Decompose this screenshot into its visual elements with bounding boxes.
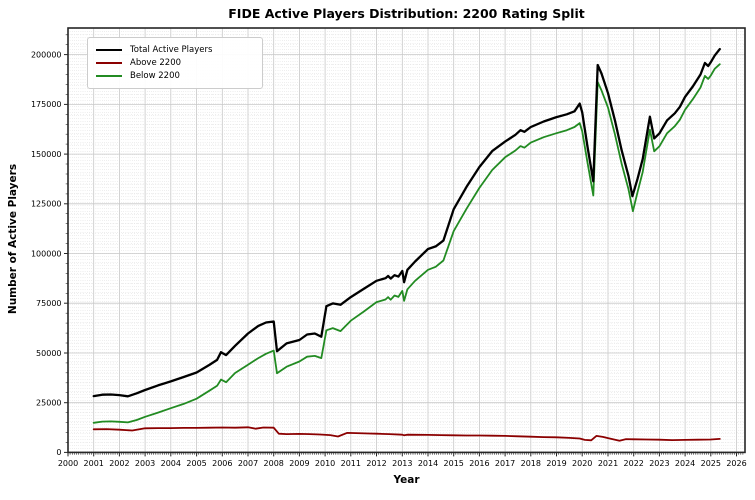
x-tick-label: 2003 bbox=[135, 459, 155, 468]
x-tick-label: 2016 bbox=[469, 459, 489, 468]
legend-item-total-active-players: Total Active Players bbox=[96, 43, 254, 56]
legend-label-total: Total Active Players bbox=[130, 44, 213, 55]
x-tick-label: 2008 bbox=[264, 459, 284, 468]
legend-item-above-2200: Above 2200 bbox=[96, 56, 254, 69]
x-axis-label: Year bbox=[393, 474, 420, 486]
x-tick-label: 2023 bbox=[649, 459, 669, 468]
legend-label-above-2200: Above 2200 bbox=[130, 57, 182, 68]
chart-title: FIDE Active Players Distribution: 2200 R… bbox=[228, 6, 585, 21]
x-tick-label: 2017 bbox=[495, 459, 515, 468]
x-tick-label: 2024 bbox=[675, 459, 695, 468]
x-tick-label: 2013 bbox=[392, 459, 412, 468]
series-line-total-active-players bbox=[92, 47, 721, 398]
x-tick-label: 2011 bbox=[341, 459, 361, 468]
x-tick-label: 2021 bbox=[598, 459, 618, 468]
y-tick-label: 0 bbox=[56, 448, 61, 457]
x-tick-label: 2002 bbox=[109, 459, 129, 468]
x-tick-label: 2009 bbox=[289, 459, 309, 468]
x-tick-label: 2012 bbox=[366, 459, 386, 468]
plot-border bbox=[67, 27, 746, 454]
x-tick-label: 2018 bbox=[521, 459, 541, 468]
x-tick-label: 2001 bbox=[84, 459, 104, 468]
y-tick-label: 75000 bbox=[36, 299, 61, 308]
x-tick-label: 2000 bbox=[58, 459, 78, 468]
y-tick-label: 200000 bbox=[31, 50, 62, 59]
y-tick-label: 50000 bbox=[36, 349, 61, 358]
x-tick-label: 2007 bbox=[238, 459, 258, 468]
legend-swatch-total bbox=[96, 48, 122, 51]
legend-swatch-below-2200 bbox=[96, 75, 122, 78]
x-tick-label: 2015 bbox=[444, 459, 464, 468]
legend: Total Active Players Above 2200 Below 22… bbox=[87, 37, 263, 89]
legend-label-below-2200: Below 2200 bbox=[130, 71, 180, 82]
x-tick-label: 2020 bbox=[572, 459, 592, 468]
x-tick-label: 2014 bbox=[418, 459, 438, 468]
y-tick-label: 150000 bbox=[31, 150, 62, 159]
y-tick-label: 25000 bbox=[36, 399, 61, 408]
series-line-below-2200 bbox=[92, 63, 721, 424]
x-tick-label: 2025 bbox=[701, 459, 721, 468]
series-line-above-2200 bbox=[92, 426, 721, 442]
x-tick-label: 2010 bbox=[315, 459, 335, 468]
x-tick-label: 2004 bbox=[161, 459, 181, 468]
x-tick-label: 2019 bbox=[546, 459, 566, 468]
x-tick-label: 2006 bbox=[212, 459, 232, 468]
minor-gridlines bbox=[65, 28, 745, 455]
x-tick-label: 2026 bbox=[726, 459, 746, 468]
legend-swatch-above-2200 bbox=[96, 62, 122, 64]
y-axis-label: Number of Active Players bbox=[7, 163, 19, 315]
y-tick-label: 100000 bbox=[31, 249, 62, 258]
major-gridlines: 2000 2001 2002 2003 2004 2005 2006 2007 2008 2009… bbox=[31, 28, 747, 468]
x-tick-label: 2022 bbox=[624, 459, 644, 468]
y-tick-label: 125000 bbox=[31, 200, 62, 209]
legend-item-below-2200: Below 2200 bbox=[96, 70, 254, 83]
y-tick-label: 175000 bbox=[31, 100, 62, 109]
x-tick-label: 2005 bbox=[186, 459, 206, 468]
